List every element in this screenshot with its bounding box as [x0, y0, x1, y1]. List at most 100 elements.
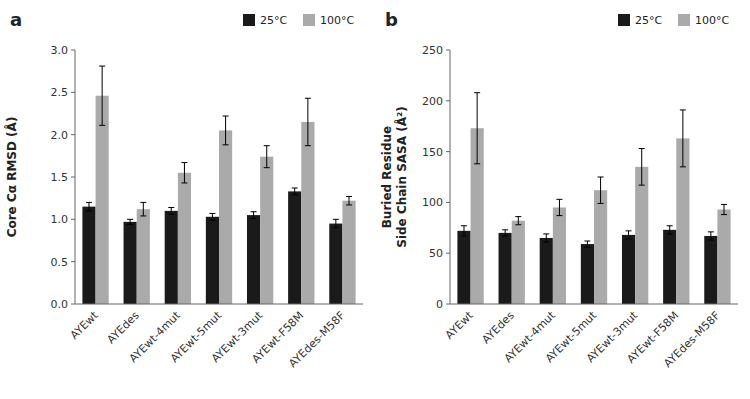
bar: [553, 207, 566, 304]
y-tick-label: 100: [422, 196, 443, 209]
y-tick-label: 0: [436, 298, 443, 311]
error-bar: [223, 116, 229, 145]
error-bar: [209, 213, 215, 220]
legend-swatch: [303, 14, 315, 26]
bar: [622, 235, 635, 304]
bar: [457, 231, 470, 304]
legend: 25°C 100°C: [618, 14, 729, 27]
x-tick-label: AYEdes-M58F: [286, 309, 347, 370]
bar: [165, 211, 178, 304]
y-tick: [446, 50, 450, 51]
error-bar: [626, 231, 632, 239]
error-bar: [292, 188, 298, 195]
y-tick: [446, 253, 450, 254]
x-axis-line: [75, 304, 363, 305]
y-tick-label: 50: [429, 247, 443, 260]
bar: [717, 210, 730, 304]
y-tick: [71, 50, 75, 51]
bar: [635, 167, 648, 304]
y-axis-label: Core Cα RMSD (Å): [4, 117, 19, 238]
legend-label: 100°C: [695, 14, 729, 27]
y-tick: [446, 100, 450, 101]
error-bar: [127, 219, 133, 224]
bar: [329, 224, 342, 304]
error-bar: [461, 226, 467, 236]
error-bar: [264, 146, 270, 168]
error-bar: [168, 207, 174, 214]
panel-label: b: [385, 9, 398, 30]
bar: [137, 209, 150, 304]
y-tick-label: 0.5: [51, 256, 69, 269]
chart-root: a0.00.51.01.52.02.53.0Core Cα RMSD (Å)AY…: [0, 0, 750, 399]
bar: [178, 173, 191, 304]
panel: a0.00.51.01.52.02.53.0Core Cα RMSD (Å)AY…: [4, 9, 363, 370]
legend-swatch: [678, 14, 690, 26]
bar: [499, 233, 512, 304]
y-tick-label: 2.5: [51, 86, 69, 99]
bar: [96, 96, 109, 304]
bar: [288, 191, 301, 304]
y-tick-label: 0.0: [51, 298, 69, 311]
y-tick: [71, 261, 75, 262]
y-axis-line: [75, 50, 76, 304]
y-tick: [71, 134, 75, 135]
error-bar: [305, 98, 311, 145]
legend-label: 25°C: [260, 14, 287, 27]
error-bar: [474, 93, 480, 164]
error-bar: [680, 110, 686, 167]
panel: b 0 50 100 150 200 250 Buried ResidueSide Chain…: [380, 9, 738, 370]
error-bar: [667, 226, 673, 234]
y-tick-label: 150: [422, 146, 443, 159]
bar: [663, 230, 676, 304]
y-tick: [446, 151, 450, 152]
error-bar: [140, 202, 146, 216]
legend-swatch: [618, 14, 630, 26]
bar: [594, 190, 607, 304]
y-tick: [71, 92, 75, 93]
error-bar: [708, 232, 714, 240]
bar: [512, 221, 525, 304]
legend-swatch: [243, 14, 255, 26]
error-bar: [251, 212, 257, 219]
error-bar: [598, 177, 604, 203]
x-axis-line: [450, 304, 738, 305]
bar: [247, 215, 260, 304]
bars: [457, 93, 730, 304]
bar: [206, 217, 219, 304]
error-bar: [86, 202, 92, 210]
y-tick-label: 3.0: [51, 44, 69, 57]
bar: [260, 157, 273, 304]
y-tick-label: 2.0: [51, 129, 69, 142]
x-tick-label: AYEwt: [68, 308, 101, 341]
x-tick-label: AYEdes: [104, 309, 142, 347]
bar: [301, 122, 314, 304]
error-bar: [502, 230, 508, 236]
y-tick: [71, 219, 75, 220]
bar: [82, 207, 95, 304]
bar: [124, 222, 137, 304]
bar: [581, 244, 594, 304]
y-tick-label: 250: [422, 44, 443, 57]
error-bar: [333, 219, 339, 227]
error-bar: [584, 241, 590, 247]
bars: [82, 66, 355, 304]
legend: 25°C100°C: [243, 14, 354, 27]
y-axis-label: Buried ResidueSide Chain SASA (Å²): [380, 106, 409, 248]
y-axis-line: [450, 50, 451, 304]
y-tick: [446, 202, 450, 203]
y-tick-label: 200: [422, 95, 443, 108]
x-tick-label: AYEwt: [443, 308, 476, 341]
error-bar: [99, 66, 105, 125]
error-bar: [639, 149, 645, 186]
error-bar: [181, 163, 187, 183]
y-tick: [71, 177, 75, 178]
bar: [219, 130, 232, 304]
panel-label: a: [10, 9, 22, 30]
x-tick-label: AYEdes-M58F: [661, 309, 722, 370]
error-bar: [515, 217, 521, 225]
y-tick: [446, 304, 450, 305]
bar: [540, 238, 553, 304]
legend-label: 25°C: [635, 14, 662, 27]
x-tick-label: AYEdes: [479, 309, 517, 347]
y-tick-label: 1.5: [51, 171, 69, 184]
